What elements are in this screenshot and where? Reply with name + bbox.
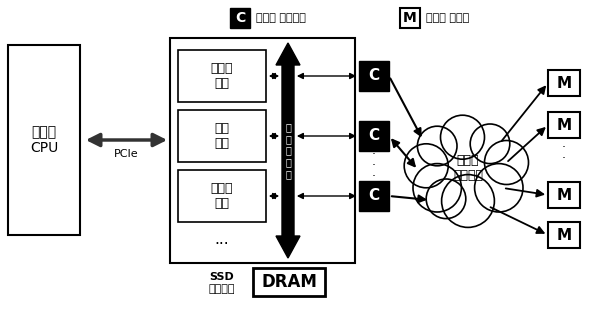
FancyBboxPatch shape (359, 61, 389, 91)
Text: C: C (368, 189, 380, 204)
FancyBboxPatch shape (359, 181, 389, 211)
Circle shape (413, 164, 461, 212)
Circle shape (442, 175, 494, 227)
Text: ·
·
·: · · · (562, 131, 566, 165)
Text: M: M (556, 75, 572, 90)
FancyBboxPatch shape (230, 8, 250, 28)
Circle shape (426, 179, 466, 219)
Text: PCIe: PCIe (113, 149, 139, 159)
Text: 플래시 메모리: 플래시 메모리 (426, 13, 469, 23)
Text: C: C (368, 128, 380, 144)
Text: 플래시
네트워크: 플래시 네트워크 (453, 154, 483, 182)
Text: 내장메
모리: 내장메 모리 (211, 182, 233, 210)
FancyBboxPatch shape (8, 45, 80, 235)
Circle shape (418, 126, 457, 166)
FancyBboxPatch shape (359, 121, 389, 151)
Circle shape (404, 144, 448, 188)
Text: 시
스
템
버
스: 시 스 템 버 스 (285, 122, 291, 179)
Circle shape (470, 124, 510, 164)
Text: 호스트
CPU: 호스트 CPU (30, 125, 58, 155)
Text: SSD
컨트롤러: SSD 컨트롤러 (209, 272, 235, 294)
FancyBboxPatch shape (253, 268, 325, 296)
Text: DRAM: DRAM (261, 273, 317, 291)
FancyBboxPatch shape (178, 110, 266, 162)
Text: M: M (403, 11, 417, 25)
Text: ...: ... (215, 232, 229, 248)
Text: M: M (556, 228, 572, 243)
Text: M: M (556, 118, 572, 133)
FancyBboxPatch shape (548, 222, 580, 248)
Circle shape (440, 115, 485, 159)
FancyBboxPatch shape (170, 38, 355, 263)
Text: 인터페
이스: 인터페 이스 (211, 62, 233, 90)
Circle shape (475, 164, 523, 212)
FancyBboxPatch shape (548, 112, 580, 138)
FancyBboxPatch shape (178, 50, 266, 102)
FancyBboxPatch shape (548, 70, 580, 96)
Text: 플래시 컨트롤러: 플래시 컨트롤러 (256, 13, 306, 23)
Text: ·
·
·: · · · (372, 148, 376, 184)
FancyBboxPatch shape (548, 182, 580, 208)
Text: C: C (368, 68, 380, 83)
Text: 멀티
코어: 멀티 코어 (215, 122, 229, 150)
Polygon shape (276, 43, 300, 258)
Circle shape (485, 140, 529, 184)
Text: M: M (556, 187, 572, 203)
FancyBboxPatch shape (178, 170, 266, 222)
FancyBboxPatch shape (400, 8, 420, 28)
Text: C: C (235, 11, 245, 25)
